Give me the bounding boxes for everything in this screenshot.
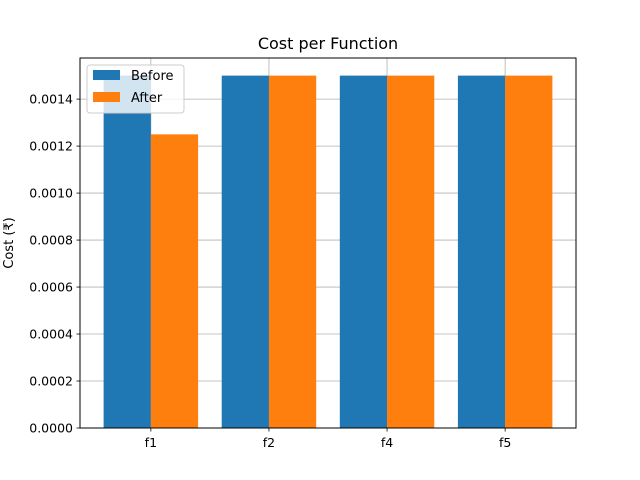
- y-tick-label: 0.0002: [29, 374, 73, 389]
- bar-after-f2: [268, 75, 317, 428]
- bar-before-f5: [457, 75, 506, 428]
- bar-after-f1: [150, 134, 199, 428]
- bar-before-f2: [221, 75, 269, 428]
- bar-before-f1: [103, 75, 151, 428]
- bar-after-f4: [387, 75, 435, 428]
- y-tick-label: 0.0006: [29, 280, 73, 295]
- bar-after-f5: [505, 75, 553, 428]
- x-tick-label: f4: [381, 435, 393, 450]
- x-tick-label: f5: [499, 435, 511, 450]
- chart-title: Cost per Function: [258, 34, 398, 53]
- legend-swatch-after: [93, 92, 120, 102]
- axes-frame: [79, 57, 577, 429]
- y-tick-label: 0.0004: [29, 327, 73, 342]
- legend-label-after: After: [131, 91, 163, 106]
- legend-label-before: Before: [131, 69, 174, 84]
- y-tick-label: 0.0008: [29, 233, 73, 248]
- y-tick-label: 0.0012: [29, 139, 73, 154]
- y-tick-label: 0.0000: [29, 421, 73, 436]
- legend: Before After: [86, 64, 185, 114]
- bar-before-f4: [339, 75, 388, 428]
- y-tick-label: 0.0010: [29, 186, 73, 201]
- y-axis-label: Cost (₹): [2, 217, 17, 268]
- x-tick-label: f2: [263, 435, 275, 450]
- bars-layer: [103, 75, 553, 428]
- ticks-layer: 0.0000 0.0002 0.0004 0.0006 0.0008 0.0010 0.00…: [29, 92, 511, 450]
- x-tick-label: f1: [145, 435, 157, 450]
- legend-swatch-before: [93, 70, 120, 80]
- y-tick-label: 0.0014: [29, 92, 73, 107]
